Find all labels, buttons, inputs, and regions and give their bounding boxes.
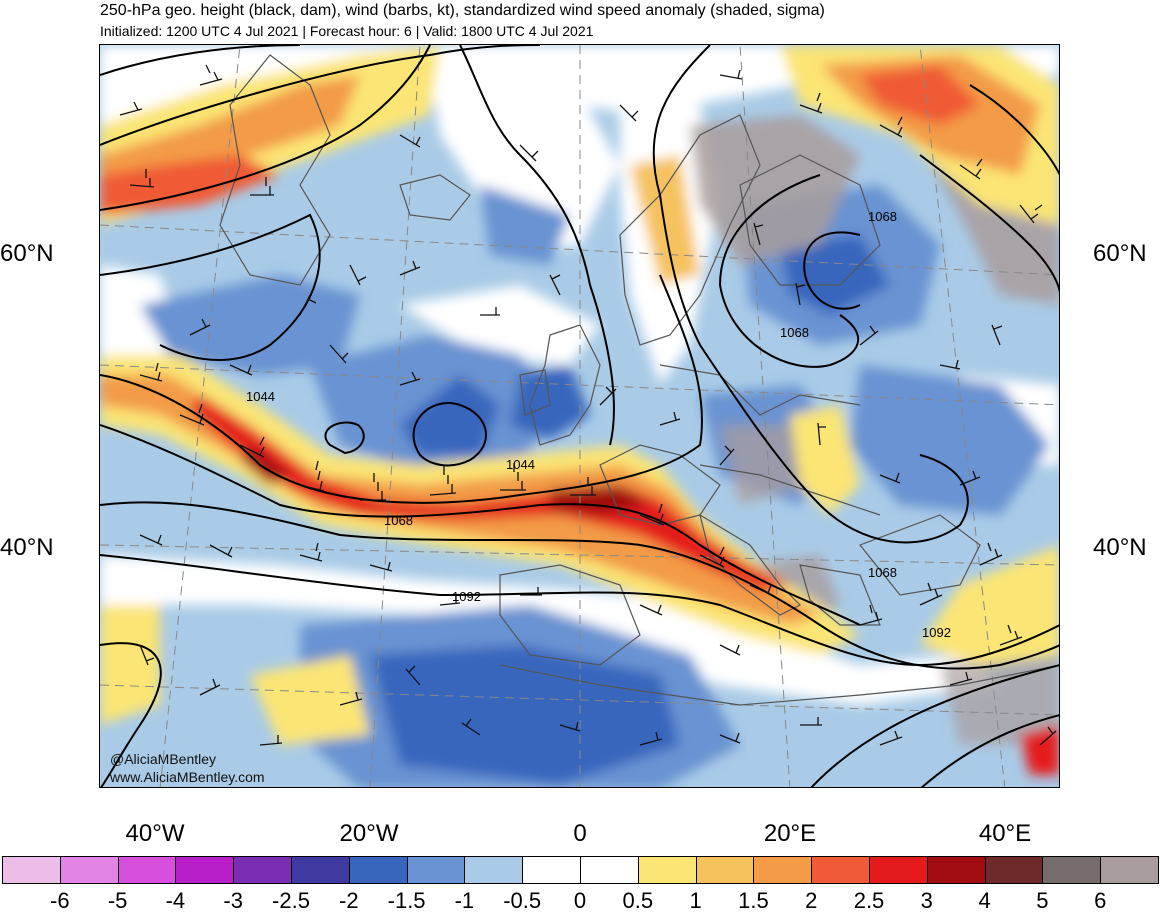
colorbar-swatch — [580, 856, 639, 884]
colorbar-swatch — [926, 856, 986, 884]
contour-label: 1068 — [384, 513, 413, 528]
colorbar-swatch — [406, 856, 466, 884]
colorbar-swatch — [117, 856, 177, 884]
colorbar-label: 2.5 — [853, 888, 885, 913]
lon-label-20w: 20°W — [339, 820, 399, 847]
coastlines — [219, 54, 1059, 706]
height-contours — [100, 45, 1059, 787]
colorbar-label: -1 — [454, 888, 475, 913]
colorbar-label: -1.5 — [387, 888, 426, 913]
contour-label: 1068 — [780, 325, 809, 340]
credit-website[interactable]: www.AliciaMBentley.com — [110, 769, 265, 785]
colorbar-label: -6 — [50, 888, 70, 913]
colorbar-swatch — [753, 856, 813, 884]
colorbar-label: 6 — [1094, 888, 1107, 913]
lat-label-left-60n: 60°N — [0, 240, 54, 267]
lat-label-right-40n: 40°N — [1093, 534, 1147, 561]
lon-label-20e: 20°E — [763, 820, 817, 847]
colorbar-swatch — [233, 856, 292, 884]
wind-barbs — [119, 64, 1057, 746]
map-canvas: 1044 1044 1068 1068 1068 1068 1092 1092 — [100, 45, 1059, 787]
colorbar-swatch — [2, 856, 61, 884]
weather-map[interactable]: 1044 1044 1068 1068 1068 1068 1092 1092 — [99, 44, 1060, 788]
colorbar-swatch — [811, 856, 870, 884]
colorbar-label: -4 — [165, 888, 186, 913]
colorbar-label: 5 — [1036, 888, 1049, 913]
contour-label-group: 1044 1044 1068 1068 1068 1068 1092 1092 — [246, 209, 951, 640]
figure-title: 250-hPa geo. height (black, dam), wind (… — [100, 2, 825, 19]
figure-subtitle: Initialized: 1200 UTC 4 Jul 2021 | Forec… — [100, 23, 594, 39]
credit-handle: @AliciaMBentley — [110, 751, 217, 767]
lon-label-40e: 40°E — [978, 820, 1032, 847]
contour-label: 1044 — [506, 457, 535, 472]
colorbar-label: 1.5 — [738, 888, 769, 913]
colorbar-swatch — [695, 856, 755, 884]
colorbar-swatch — [291, 856, 350, 884]
colorbar-swatch — [637, 856, 697, 884]
colorbar-label: 0 — [573, 888, 587, 913]
contour-label: 1068 — [868, 209, 897, 224]
contour-label: 1092 — [452, 589, 481, 604]
colorbar-label: 1 — [689, 888, 702, 913]
colorbar-label: 3 — [920, 888, 933, 913]
colorbar-swatch — [869, 856, 928, 884]
lon-label-0: 0 — [573, 820, 587, 847]
colorbar-swatch — [348, 856, 408, 884]
colorbar-swatch — [1042, 856, 1102, 884]
lon-label-40w: 40°W — [125, 820, 185, 847]
lat-label-left-40n: 40°N — [0, 534, 54, 561]
colorbar-label: -5 — [107, 888, 128, 913]
contour-label: 1044 — [246, 389, 275, 404]
colorbar-swatch — [59, 856, 119, 884]
colorbar-label: 4 — [978, 888, 991, 913]
contour-label: 1092 — [922, 625, 951, 640]
colorbar-label: -0.5 — [503, 888, 542, 913]
colorbar-label: -2 — [339, 888, 359, 913]
colorbar-label: -3 — [223, 888, 243, 913]
colorbar-swatch — [984, 856, 1044, 884]
colorbar-label: 0.5 — [622, 888, 654, 913]
colorbar — [2, 856, 1159, 884]
colorbar-label: 2 — [805, 888, 818, 913]
colorbar-swatch — [175, 856, 235, 884]
colorbar-swatch — [522, 856, 581, 884]
colorbar-swatch — [464, 856, 524, 884]
lat-label-right-60n: 60°N — [1093, 240, 1147, 267]
colorbar-swatch — [1100, 856, 1159, 884]
contour-label: 1068 — [868, 565, 897, 580]
colorbar-label: -2.5 — [272, 888, 310, 913]
